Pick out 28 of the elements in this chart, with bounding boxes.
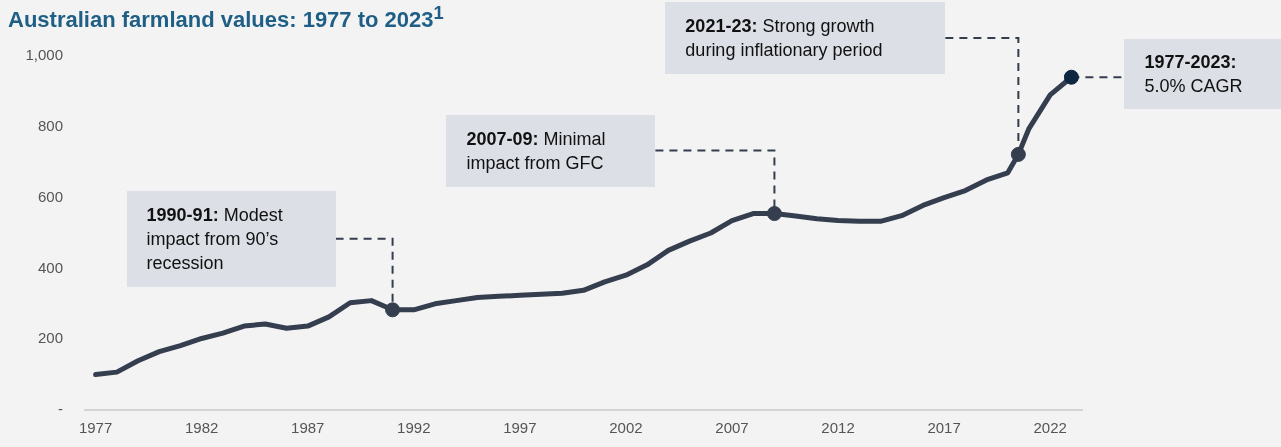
x-tick-label: 2017 — [927, 419, 961, 437]
point — [385, 302, 401, 318]
x-tick-label: 2002 — [609, 419, 643, 437]
x-tick-label: 1982 — [184, 419, 219, 437]
callout-box: 2021-23: Strong growth during inflationary period — [665, 2, 946, 74]
y-tick-label: 400 — [37, 258, 63, 276]
y-tick-label: - — [58, 400, 63, 418]
point — [1063, 69, 1079, 85]
y-tick-label: 600 — [37, 187, 63, 205]
x-tick-label: 1992 — [397, 419, 431, 437]
callout-box: 1990-91: Modest impact from 90’s recession — [126, 190, 336, 287]
x-tick-label: 2012 — [821, 419, 855, 437]
y-tick-label: 200 — [37, 329, 63, 347]
x-tick-label: 1997 — [503, 419, 537, 437]
x-tick-label: 2022 — [1033, 419, 1067, 437]
annotation: 2021-23: Strong growth during inflationary period — [685, 15, 884, 62]
x-tick-label: 1987 — [291, 419, 325, 437]
callout-box: 2007-09: Minimal impact from GFC — [446, 114, 656, 187]
point — [1010, 146, 1026, 162]
annotation: 2007-09: Minimal impact from GFC — [466, 127, 607, 175]
point — [766, 206, 782, 222]
y-tick-label: 1,000 — [25, 46, 63, 64]
callout-box: 1977-2023: 5.0% CAGR — [1124, 39, 1281, 110]
annotation: 1990-91: Modest impact from 90’s recession — [146, 203, 284, 275]
x-tick-label: 1977 — [78, 419, 113, 437]
y-tick-label: 800 — [37, 116, 63, 134]
x-tick-label: 2007 — [715, 419, 749, 437]
chart-title: Australian farmland values: 1977 to 2023$^{1}$ — [8, 2, 444, 34]
